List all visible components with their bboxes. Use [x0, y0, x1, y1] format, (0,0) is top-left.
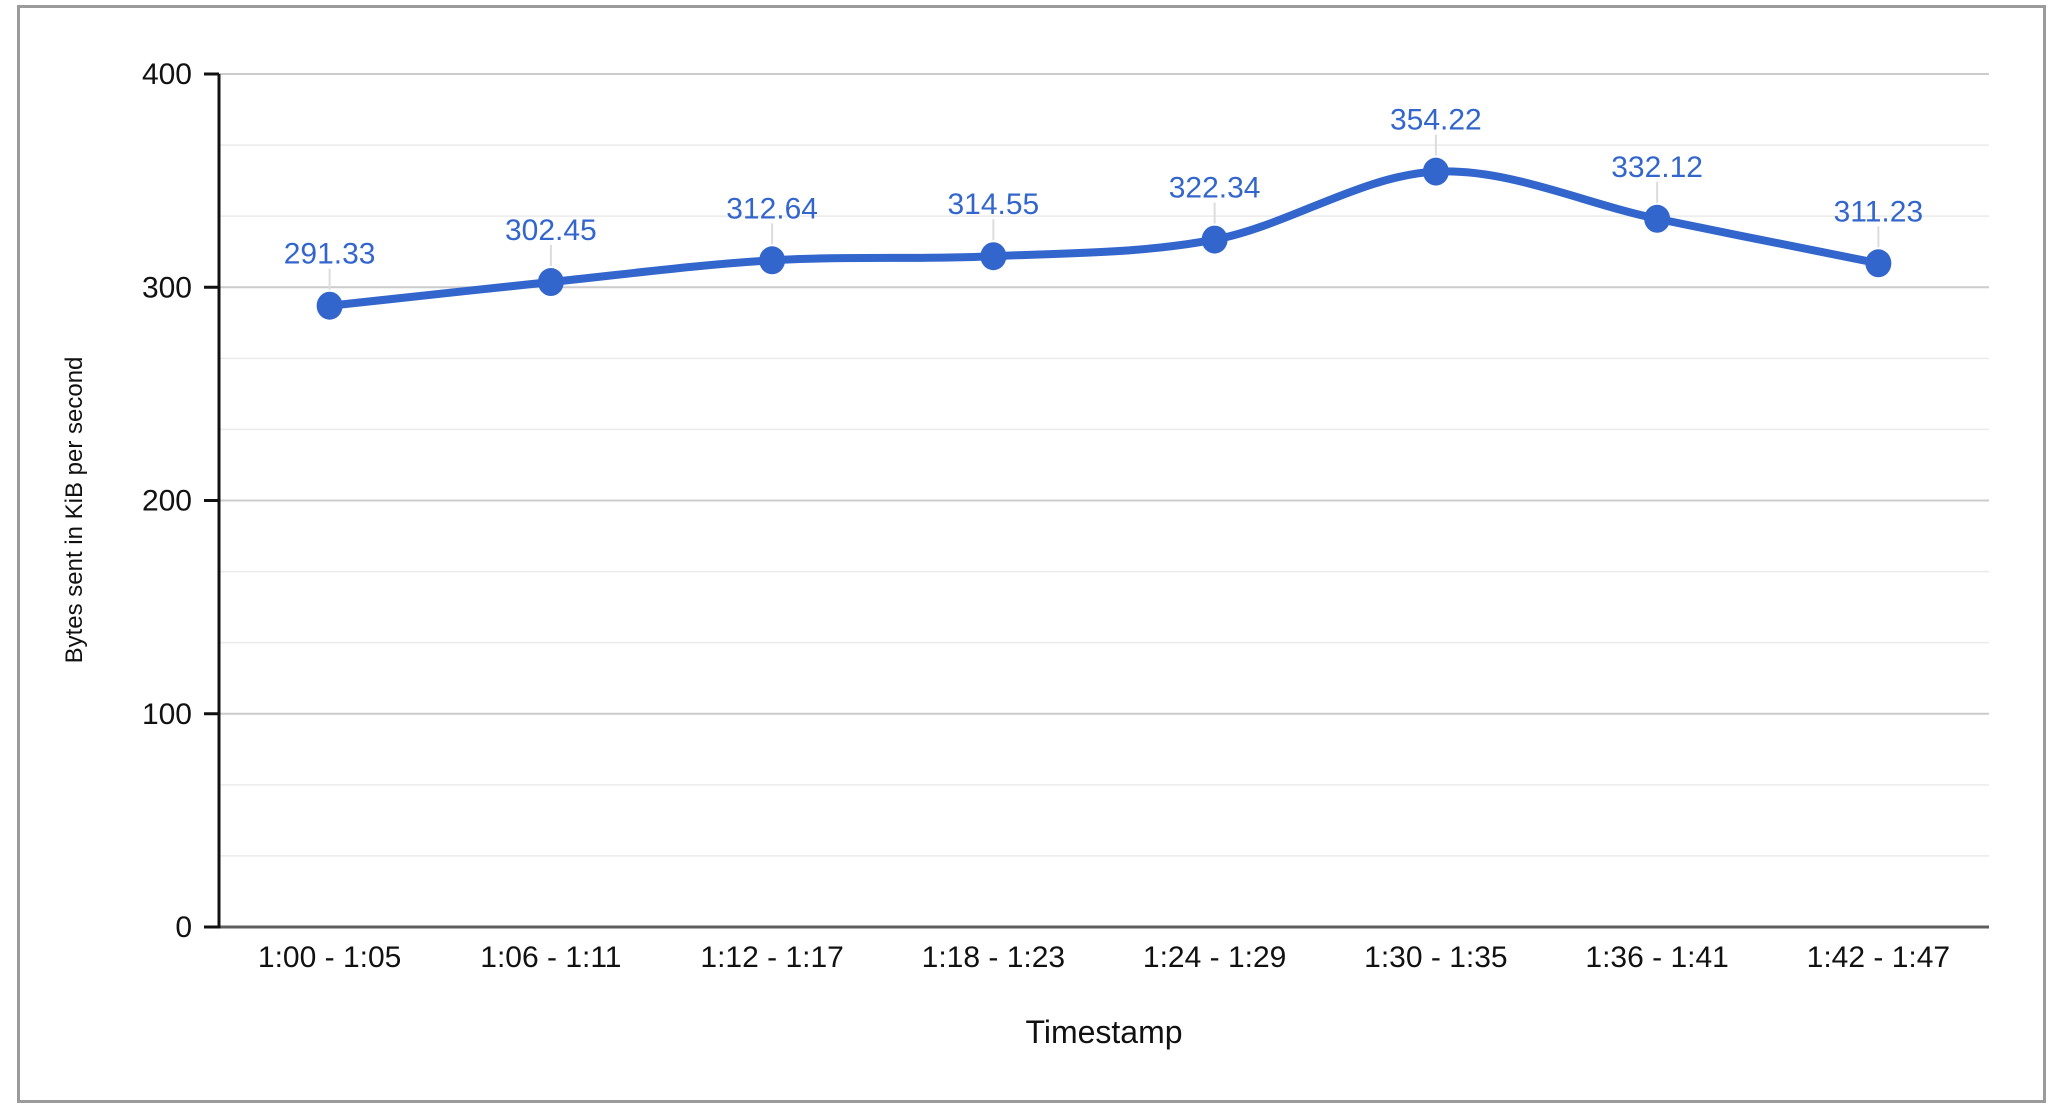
x-tick-label: 1:24 - 1:29 — [1143, 941, 1286, 974]
point-value-label: 291.33 — [284, 238, 376, 271]
point-value-label: 312.64 — [726, 192, 818, 225]
y-tick-label: 0 — [175, 911, 192, 944]
x-tick-label: 1:00 - 1:05 — [258, 941, 401, 974]
data-point — [980, 242, 1007, 271]
chart-frame — [17, 5, 2046, 1103]
data-point — [1201, 225, 1228, 254]
x-tick-label: 1:06 - 1:11 — [480, 941, 621, 974]
x-tick-label: 1:36 - 1:41 — [1585, 941, 1728, 974]
y-axis-title: Bytes sent in KiB per second — [61, 356, 88, 664]
y-tick-label: 400 — [142, 58, 192, 91]
data-point — [1865, 249, 1892, 278]
data-point — [316, 291, 343, 320]
x-axis-title: Timestamp — [1025, 1014, 1183, 1050]
series-line — [329, 167, 1880, 310]
point-value-label: 302.45 — [505, 214, 597, 247]
x-tick-label: 1:42 - 1:47 — [1807, 941, 1950, 974]
x-tick-label: 1:18 - 1:23 — [922, 941, 1065, 974]
x-tick-label: 1:12 - 1:17 — [700, 941, 843, 974]
point-value-label: 354.22 — [1390, 104, 1482, 137]
point-value-label: 332.12 — [1611, 151, 1703, 184]
point-value-label: 314.55 — [947, 188, 1039, 221]
y-tick-label: 200 — [142, 485, 192, 518]
data-point — [1422, 157, 1449, 186]
point-value-label: 322.34 — [1169, 172, 1261, 205]
data-point — [1644, 204, 1671, 233]
data-point — [537, 268, 564, 297]
point-value-label: 311.23 — [1834, 195, 1924, 228]
y-tick-label: 100 — [142, 698, 192, 731]
y-tick-label: 300 — [142, 271, 192, 304]
data-point — [759, 246, 786, 275]
x-tick-label: 1:30 - 1:35 — [1364, 941, 1507, 974]
